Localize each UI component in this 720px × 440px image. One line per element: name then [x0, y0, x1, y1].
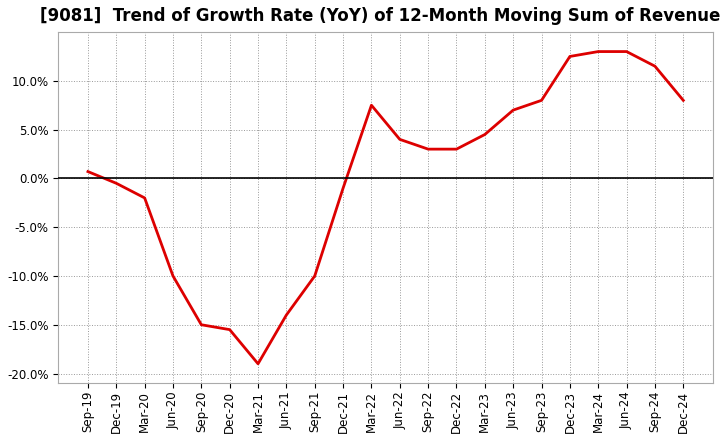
Title: [9081]  Trend of Growth Rate (YoY) of 12-Month Moving Sum of Revenues: [9081] Trend of Growth Rate (YoY) of 12-…: [40, 7, 720, 25]
